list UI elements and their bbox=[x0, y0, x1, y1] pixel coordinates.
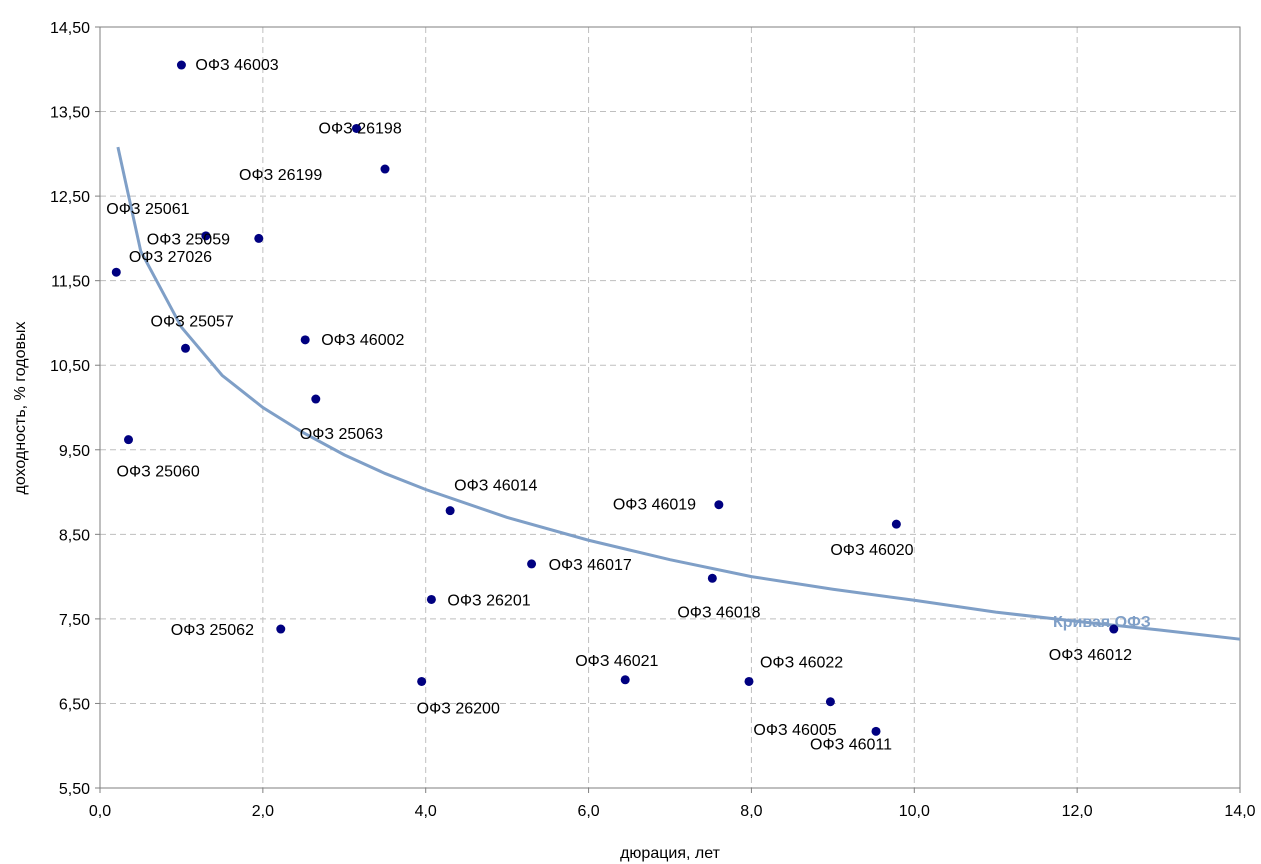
data-point bbox=[527, 559, 537, 569]
data-point-label: ОФЗ 46017 bbox=[549, 557, 632, 574]
x-tick-label: 0,0 bbox=[89, 803, 111, 820]
data-point-label: ОФЗ 46011 bbox=[810, 736, 892, 753]
data-point-label: ОФЗ 25057 bbox=[151, 313, 234, 330]
data-point bbox=[311, 394, 321, 404]
data-point-label: ОФЗ 25060 bbox=[117, 464, 200, 481]
x-axis-title: дюрация, лет bbox=[620, 845, 720, 862]
x-tick-label: 8,0 bbox=[740, 803, 762, 820]
data-point bbox=[124, 435, 133, 445]
x-tick-label: 14,0 bbox=[1224, 803, 1255, 820]
x-tick-label: 4,0 bbox=[415, 803, 437, 820]
data-point-label: ОФЗ 46021 bbox=[575, 653, 658, 670]
data-point-label: ОФЗ 26201 bbox=[447, 592, 530, 609]
data-point-label: ОФЗ 46012 bbox=[1049, 647, 1132, 664]
data-points bbox=[111, 60, 1119, 736]
data-point bbox=[111, 267, 121, 277]
data-point-labels: ОФЗ 46003 ОФЗ 26198 ОФЗ 26199 ОФЗ 25061 ОФЗ … bbox=[106, 57, 1132, 753]
data-point-label: ОФЗ 25062 bbox=[171, 622, 254, 639]
data-point bbox=[176, 60, 186, 70]
x-tick-label: 12,0 bbox=[1062, 803, 1093, 820]
data-point bbox=[445, 506, 455, 516]
data-point bbox=[707, 573, 717, 583]
curve-label: Кривая ОФЗ bbox=[1053, 614, 1151, 631]
x-tick-label: 6,0 bbox=[577, 803, 599, 820]
data-point bbox=[201, 231, 211, 241]
data-point bbox=[871, 726, 881, 736]
data-point-label: ОФЗ 25061 bbox=[106, 201, 189, 218]
data-point bbox=[714, 500, 724, 510]
data-point-label: ОФЗ 46022 bbox=[760, 654, 843, 671]
y-tick-label: 7,50 bbox=[59, 612, 90, 629]
y-tick-label: 10,50 bbox=[50, 358, 90, 375]
data-point bbox=[352, 123, 361, 133]
x-axis-ticks: 0,0 2,0 4,0 6,0 8,0 10,0 12,0 14,0 bbox=[89, 788, 1256, 820]
data-point bbox=[300, 335, 310, 345]
data-point-label: ОФЗ 46020 bbox=[830, 542, 913, 559]
data-point bbox=[254, 233, 264, 243]
x-tick-label: 10,0 bbox=[899, 803, 930, 820]
data-point-label: ОФЗ 25059 bbox=[147, 231, 230, 248]
y-tick-label: 11,50 bbox=[51, 274, 90, 291]
y-tick-label: 6,50 bbox=[59, 696, 90, 713]
data-point bbox=[891, 519, 901, 529]
data-point-label: ОФЗ 46002 bbox=[321, 332, 404, 349]
data-point-label: ОФЗ 26200 bbox=[417, 700, 500, 717]
data-point-label: ОФЗ 26198 bbox=[319, 120, 402, 137]
x-tick-label: 2,0 bbox=[252, 803, 274, 820]
y-tick-label: 14,50 bbox=[50, 20, 90, 37]
data-point bbox=[744, 676, 754, 686]
data-point-label: ОФЗ 46018 bbox=[677, 604, 760, 621]
y-tick-label: 5,50 bbox=[59, 781, 90, 798]
data-point bbox=[620, 675, 630, 685]
data-point-label: ОФЗ 26199 bbox=[239, 167, 322, 184]
yield-curve-line bbox=[116, 146, 1241, 641]
y-tick-label: 12,50 bbox=[50, 189, 90, 206]
y-tick-label: 13,50 bbox=[50, 105, 90, 122]
data-point bbox=[417, 676, 427, 686]
data-point-label: ОФЗ 27026 bbox=[129, 249, 212, 266]
data-point-label: ОФЗ 25063 bbox=[300, 426, 383, 443]
data-point bbox=[380, 164, 390, 174]
data-point bbox=[1109, 624, 1119, 634]
data-point bbox=[181, 343, 190, 353]
data-point-label: ОФЗ 46005 bbox=[753, 722, 836, 739]
y-tick-label: 8,50 bbox=[59, 527, 90, 544]
grid-lines bbox=[100, 27, 1240, 788]
y-tick-label: 9,50 bbox=[59, 443, 90, 460]
y-axis-title: доходность, % годовых bbox=[12, 322, 29, 495]
data-point-label: ОФЗ 46014 bbox=[454, 478, 537, 495]
plot-area-frame bbox=[99, 26, 1241, 789]
data-point bbox=[426, 594, 436, 604]
y-axis-ticks: 5,50 6,50 7,50 8,50 9,50 10,50 11,50 12,50 13,50… bbox=[50, 20, 100, 798]
data-point-label: ОФЗ 46003 bbox=[195, 57, 278, 74]
data-point bbox=[276, 624, 286, 634]
data-point-label: ОФЗ 46019 bbox=[613, 497, 696, 514]
data-point bbox=[825, 697, 835, 707]
